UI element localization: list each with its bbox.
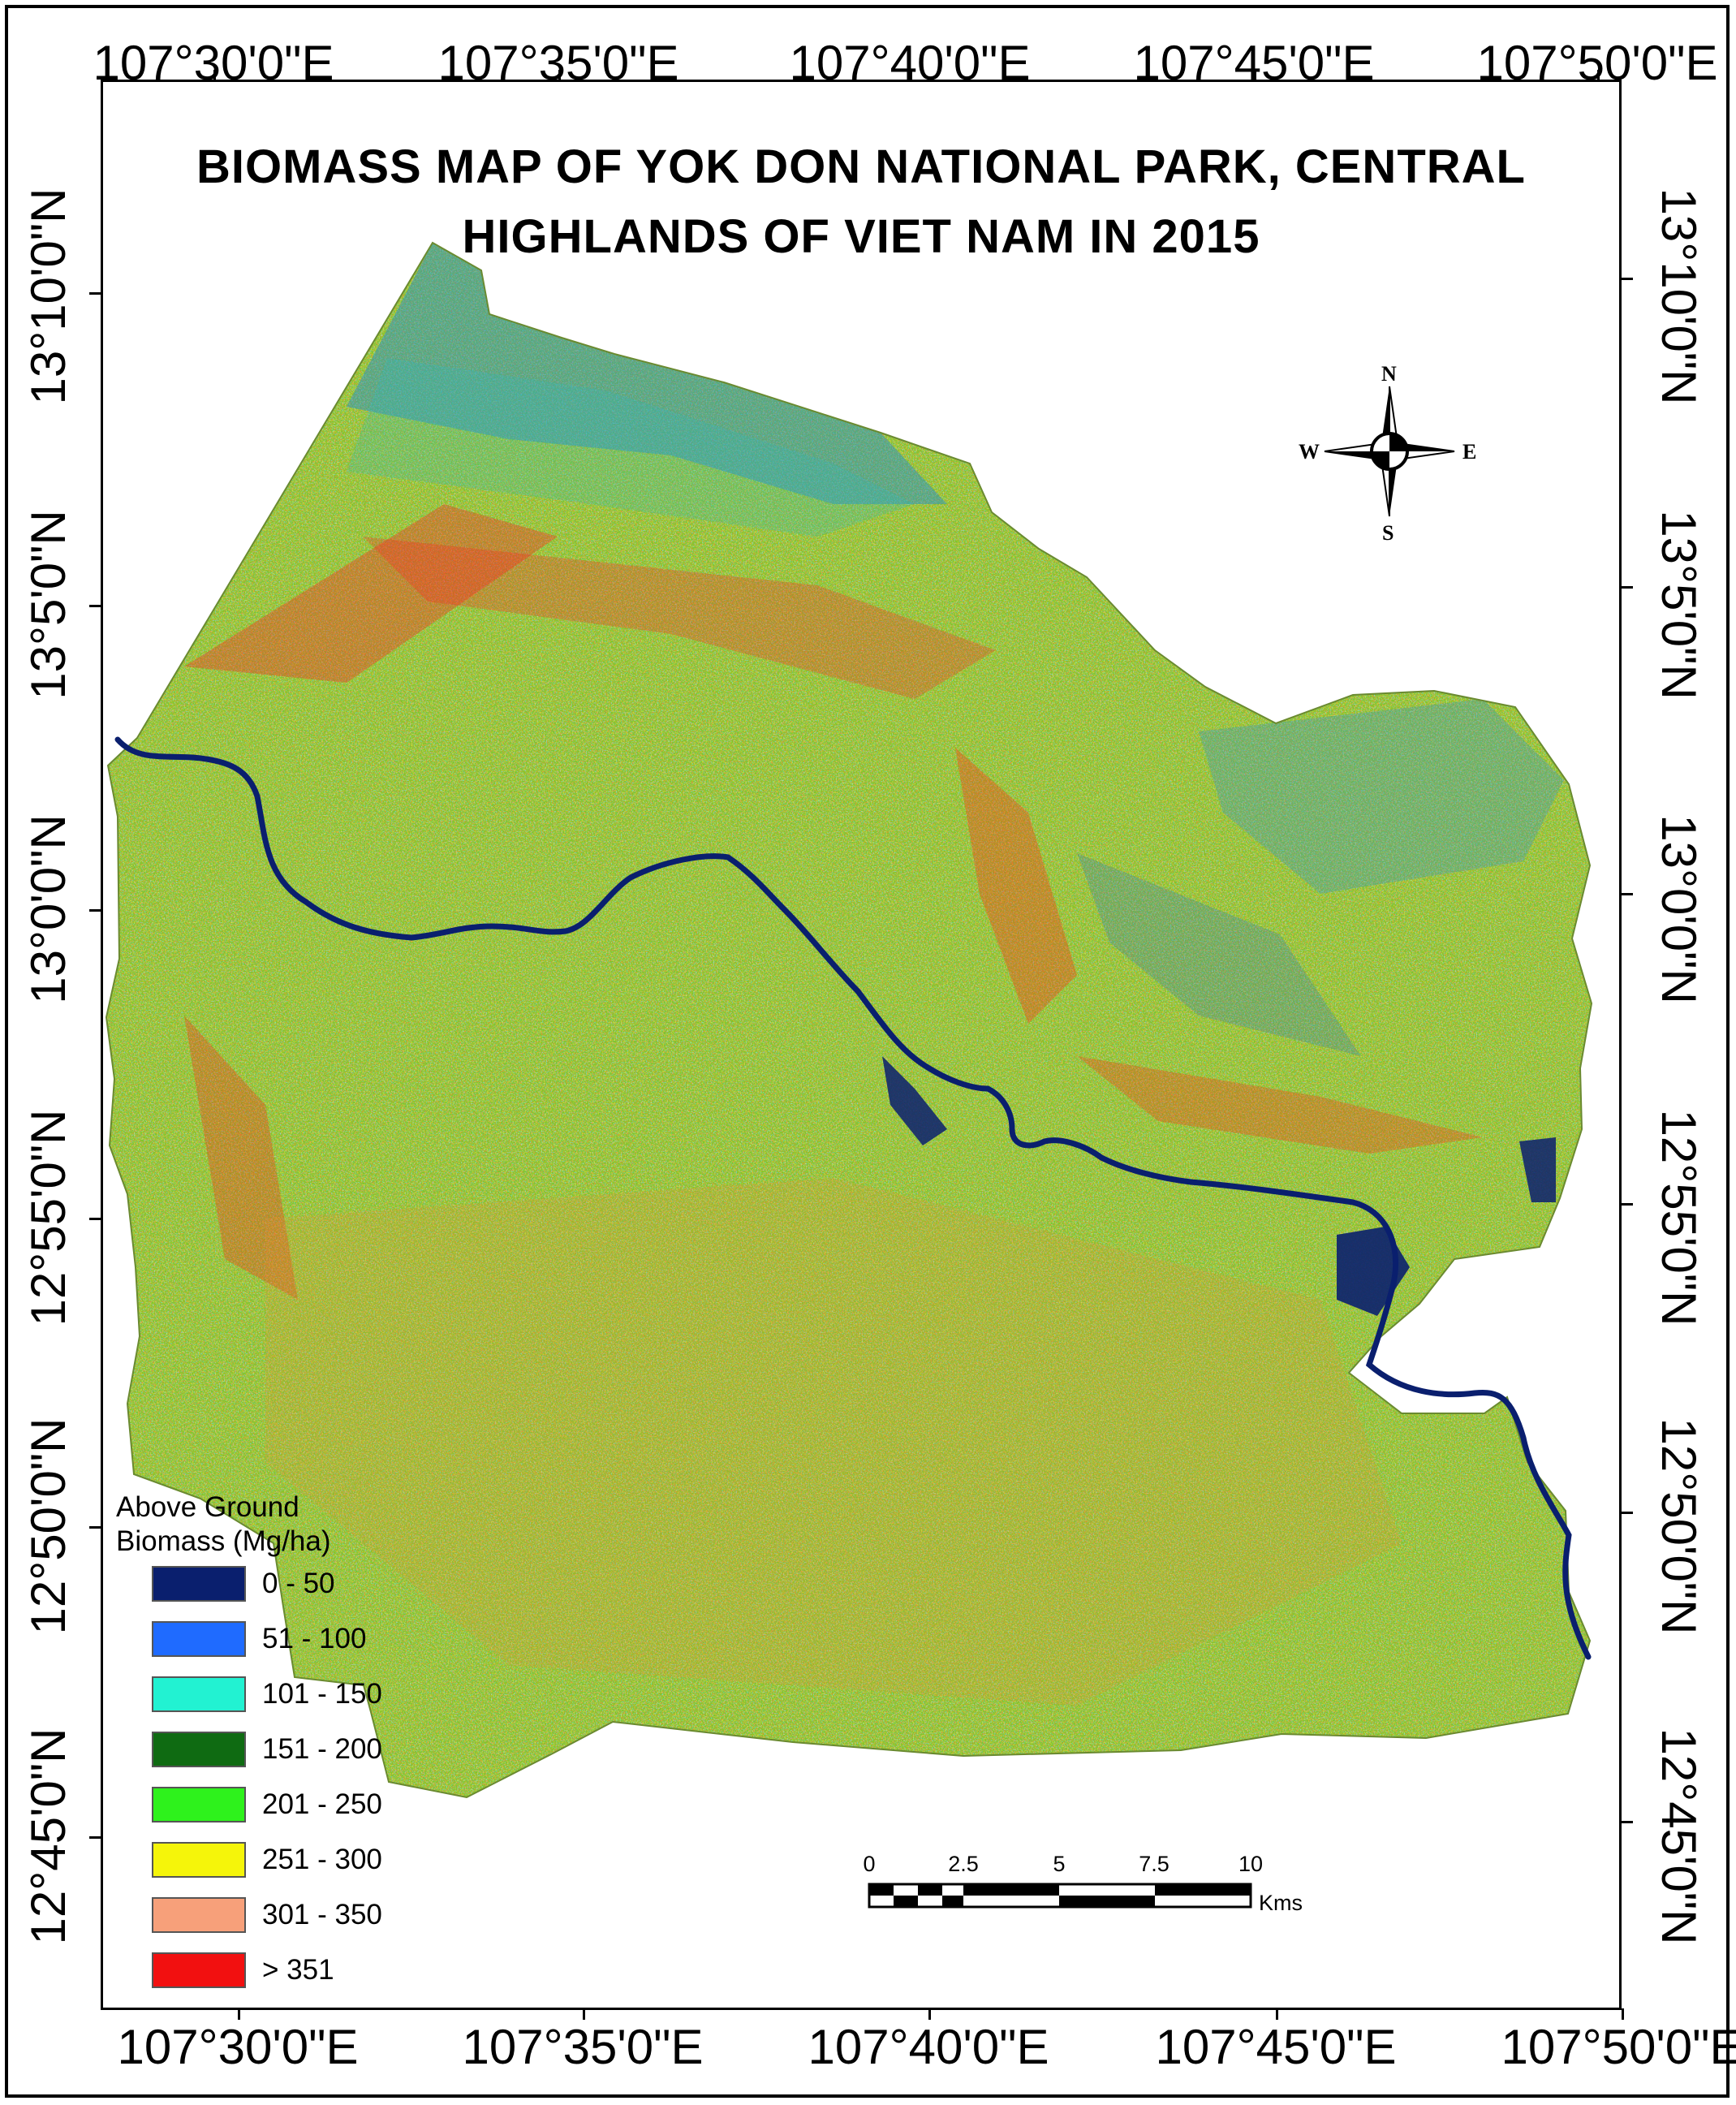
lon-label-bottom-1: 107°30'0"E <box>117 2020 359 2074</box>
scale-unit: Kms <box>1259 1891 1303 1915</box>
tick-bottom <box>928 2008 931 2020</box>
tick-right <box>1622 586 1633 589</box>
compass-w: W <box>1299 440 1320 464</box>
tick-top <box>910 70 912 81</box>
compass-e: E <box>1462 440 1477 464</box>
lon-label-bottom-5: 107°50'0"E <box>1501 2020 1736 2074</box>
legend-swatch <box>152 1787 246 1822</box>
map-title-line2: HIGHLANDS OF VIET NAM IN 2015 <box>462 210 1260 263</box>
lon-label-bottom-3: 107°40'0"E <box>808 2020 1049 2074</box>
lat-label-right-3: 13°0'0"N <box>1652 814 1706 1004</box>
legend-title-line2: Biomass (Mg/ha) <box>116 1525 331 1557</box>
scale-bar: 0 2.5 5 7.5 10 Kms <box>863 1852 1320 1925</box>
legend-label: 251 - 300 <box>262 1844 382 1875</box>
tick-bottom <box>1622 2008 1624 2020</box>
legend-swatch <box>152 1566 246 1602</box>
legend-label: 151 - 200 <box>262 1733 382 1765</box>
tick-top <box>213 70 216 81</box>
scale-bar-graphic <box>868 1883 1252 1909</box>
lon-label-bottom-2: 107°35'0"E <box>462 2020 704 2074</box>
legend-label: 0 - 50 <box>262 1568 335 1599</box>
tick-left <box>89 1526 101 1529</box>
tick-top <box>1254 70 1256 81</box>
tick-left <box>89 1836 101 1839</box>
map-title-line1: BIOMASS MAP OF YOK DON NATIONAL PARK, CE… <box>196 140 1526 193</box>
scale-tick-label: 5 <box>1053 1852 1066 1876</box>
tick-left <box>89 909 101 912</box>
legend-swatch <box>152 1897 246 1933</box>
lon-label-bottom-4: 107°45'0"E <box>1155 2020 1397 2074</box>
tick-left <box>89 1218 101 1220</box>
lat-label-left-2: 13°5'0"N <box>21 510 75 700</box>
tick-right <box>1622 1821 1633 1823</box>
compass-n: N <box>1381 362 1397 386</box>
tick-right <box>1622 1512 1633 1514</box>
lat-label-right-4: 12°55'0"N <box>1652 1109 1706 1326</box>
lat-label-right-1: 13°10'0"N <box>1652 188 1706 405</box>
legend-label: 201 - 250 <box>262 1788 382 1820</box>
compass-s: S <box>1382 521 1394 545</box>
map-frame: BIOMASS MAP OF YOK DON NATIONAL PARK, CE… <box>101 80 1622 2010</box>
tick-right <box>1622 1203 1633 1206</box>
tick-bottom <box>238 2008 240 2020</box>
legend-label: > 351 <box>262 1954 334 1986</box>
tick-right <box>1622 278 1633 280</box>
legend-swatch <box>152 1621 246 1657</box>
north-arrow-compass: N S W E <box>1299 362 1479 545</box>
river <box>114 736 1592 1660</box>
scale-tick-label: 7.5 <box>1139 1852 1170 1876</box>
map-title: BIOMASS MAP OF YOK DON NATIONAL PARK, CE… <box>103 132 1619 272</box>
lat-label-left-1: 13°10'0"N <box>21 188 75 405</box>
legend-label: 301 - 350 <box>262 1899 382 1930</box>
lat-label-left-6: 12°45'0"N <box>21 1728 75 1945</box>
legend-swatch <box>152 1676 246 1712</box>
tick-bottom <box>583 2008 585 2020</box>
tick-bottom <box>1276 2008 1278 2020</box>
legend-title: Above Ground Biomass (Mg/ha) <box>116 1490 331 1559</box>
tick-top <box>1597 70 1600 81</box>
tick-right <box>1622 893 1633 895</box>
lat-label-left-4: 12°55'0"N <box>21 1109 75 1326</box>
outer-border <box>5 5 1730 2098</box>
compass-rose-icon <box>1324 386 1455 517</box>
scale-tick-label: 10 <box>1238 1852 1264 1876</box>
biomass-map <box>106 242 1592 1798</box>
lat-label-left-5: 12°50'0"N <box>21 1417 75 1635</box>
scale-tick-label: 0 <box>863 1852 876 1876</box>
tick-left <box>89 292 101 295</box>
lat-label-right-5: 12°50'0"N <box>1652 1417 1706 1635</box>
legend-label: 51 - 100 <box>262 1623 367 1654</box>
scale-tick-label: 2.5 <box>948 1852 979 1876</box>
legend-label: 101 - 150 <box>262 1678 382 1710</box>
legend-swatch <box>152 1952 246 1988</box>
lat-label-right-2: 13°5'0"N <box>1652 510 1706 700</box>
tick-top <box>558 70 561 81</box>
legend-title-line1: Above Ground <box>116 1491 299 1523</box>
legend-swatch <box>152 1842 246 1878</box>
lat-label-left-3: 13°0'0"N <box>21 814 75 1004</box>
lat-label-right-6: 12°45'0"N <box>1652 1728 1706 1945</box>
tick-left <box>89 605 101 607</box>
legend-swatch <box>152 1732 246 1767</box>
